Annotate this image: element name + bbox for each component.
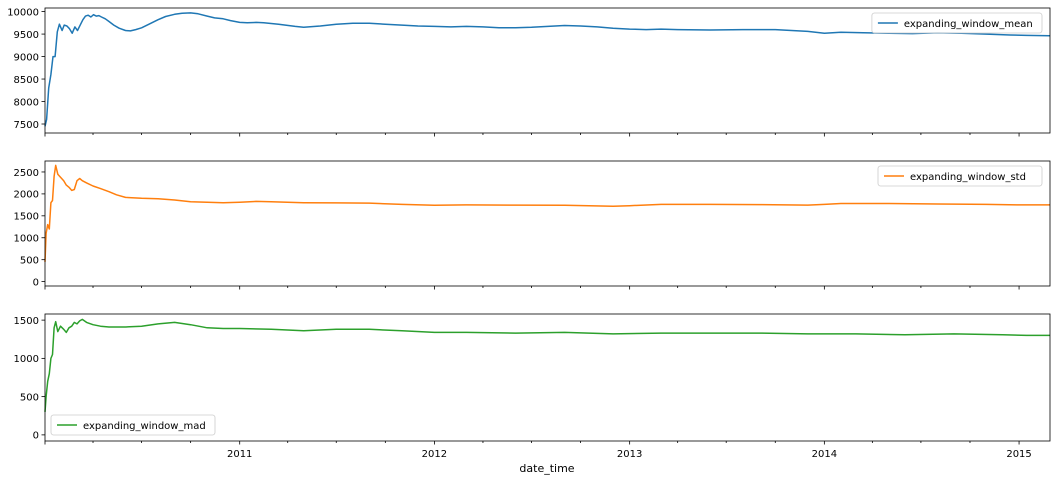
x-axis-label: date_time [519, 462, 574, 475]
y-tick-label: 7500 [14, 120, 39, 131]
axes-frame [44, 7, 1051, 134]
subplot-expanding-window-mean: 7500 8000 8500 9000 9500 10000 expanding_windo… [7, 7, 1051, 137]
legend-box [50, 414, 216, 436]
legend: expanding_window_std [877, 165, 1043, 187]
x-tick-label: 2014 [812, 449, 837, 460]
y-tick-label: 0 [33, 277, 39, 288]
y-tick-label: 10000 [7, 7, 39, 18]
x-tick-label: 2011 [227, 449, 252, 460]
subplot-expanding-window-std: 0 500 1000 1500 2000 2500 expanding_window_std [14, 160, 1051, 290]
y-tick-label: 1500 [14, 316, 39, 327]
subplot-expanding-window-mad: 0 500 1000 1500 2011 2012 2013 2014 2015 expandin… [14, 313, 1051, 460]
axes-frame [44, 313, 1051, 442]
y-tick-label: 0 [33, 431, 39, 442]
legend-label: expanding_window_mean [904, 19, 1033, 30]
x-tick-label: 2013 [617, 449, 642, 460]
legend-label: expanding_window_std [910, 172, 1026, 183]
x-tick-label: 2015 [1006, 449, 1031, 460]
y-tick-label: 1000 [14, 354, 39, 365]
series-line-expanding-window-mean [44, 12, 1051, 127]
y-tick-label: 8500 [14, 75, 39, 86]
legend: expanding_window_mad [50, 414, 216, 436]
x-tick-label: 2012 [422, 449, 447, 460]
legend-box [871, 12, 1043, 34]
legend-box [877, 165, 1043, 187]
y-tick-label: 1000 [14, 234, 39, 245]
y-tick-label: 500 [20, 255, 39, 266]
y-tick-label: 500 [20, 392, 39, 403]
series-line-expanding-window-mad [44, 318, 1050, 412]
y-tick-label: 2500 [14, 168, 39, 179]
y-tick-label: 9000 [14, 52, 39, 63]
y-tick-label: 1500 [14, 212, 39, 223]
y-tick-label: 2000 [14, 190, 39, 201]
axes-frame [44, 160, 1051, 287]
legend: expanding_window_mean [871, 12, 1043, 34]
series-line-expanding-window-std [44, 164, 1050, 262]
legend-label: expanding_window_mad [83, 421, 206, 432]
y-tick-label: 9500 [14, 30, 39, 41]
y-tick-label: 8000 [14, 97, 39, 108]
